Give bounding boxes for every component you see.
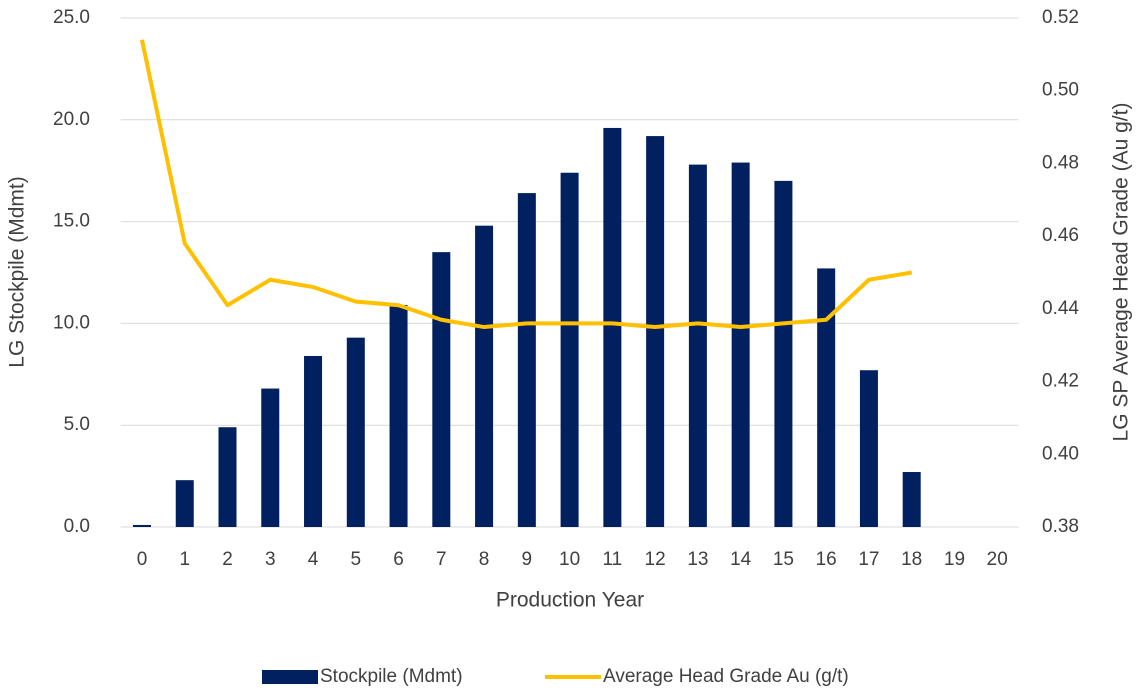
y-axis-title: LG Stockpile (Mdmt) (6, 176, 29, 367)
x-tick-label: 0 (137, 549, 148, 570)
x-tick-label: 13 (687, 549, 708, 570)
bar (261, 388, 280, 527)
x-tick-label: 15 (773, 549, 794, 570)
x-tick-label: 16 (816, 549, 837, 570)
y-tick-label: 10.0 (53, 312, 90, 333)
x-axis-title: Production Year (496, 589, 644, 612)
bar (859, 370, 878, 527)
x-tick-label: 17 (858, 549, 879, 570)
bar (389, 305, 408, 527)
legend-label: Stockpile (Mdmt) (320, 666, 463, 687)
x-tick-label: 19 (944, 549, 965, 570)
y-tick-label: 0.0 (64, 516, 90, 537)
bar (560, 172, 579, 527)
y2-tick-label: 0.50 (1042, 80, 1079, 101)
y2-tick-label: 0.42 (1042, 371, 1079, 392)
y2-tick-label: 0.46 (1042, 225, 1079, 246)
y2-tick-label: 0.38 (1042, 516, 1079, 537)
bar (175, 480, 194, 527)
bar (902, 472, 921, 527)
bar (132, 524, 151, 527)
x-tick-label: 2 (222, 549, 233, 570)
bar (432, 252, 451, 527)
bar (475, 225, 494, 527)
y2-tick-label: 0.48 (1042, 152, 1079, 173)
bar (603, 127, 622, 527)
x-tick-label: 5 (351, 549, 362, 570)
x-tick-label: 7 (436, 549, 447, 570)
legend-swatch (262, 670, 318, 684)
y2-axis-title: LG SP Average Head Grade (Au g/t) (1110, 103, 1133, 442)
x-tick-label: 1 (179, 549, 190, 570)
bar (817, 268, 836, 527)
bar (346, 337, 365, 527)
line (140, 39, 913, 330)
y-tick-label: 25.0 (53, 7, 90, 28)
legend-label: Average Head Grade Au (g/t) (603, 666, 849, 687)
bar (731, 162, 750, 527)
x-tick-label: 18 (901, 549, 922, 570)
y2-tick-label: 0.44 (1042, 298, 1079, 319)
y-tick-label: 5.0 (64, 414, 90, 435)
x-tick-label: 4 (308, 549, 319, 570)
y-tick-label: 15.0 (53, 211, 90, 232)
x-tick-label: 12 (645, 549, 666, 570)
y-tick-label: 20.0 (53, 109, 90, 130)
bar (688, 164, 707, 528)
x-tick-label: 20 (987, 549, 1008, 570)
bar (517, 193, 536, 527)
bar (304, 355, 323, 527)
x-tick-label: 3 (265, 549, 276, 570)
x-tick-label: 6 (393, 549, 404, 570)
x-tick-label: 11 (602, 549, 622, 570)
bar (774, 180, 793, 527)
x-tick-label: 8 (479, 549, 490, 570)
x-tick-label: 14 (730, 549, 752, 570)
y2-tick-label: 0.52 (1042, 7, 1079, 28)
x-tick-label: 9 (522, 549, 533, 570)
x-tick-label: 10 (559, 549, 580, 570)
bar (218, 427, 237, 527)
y2-tick-label: 0.40 (1042, 443, 1079, 464)
bar (646, 136, 665, 527)
